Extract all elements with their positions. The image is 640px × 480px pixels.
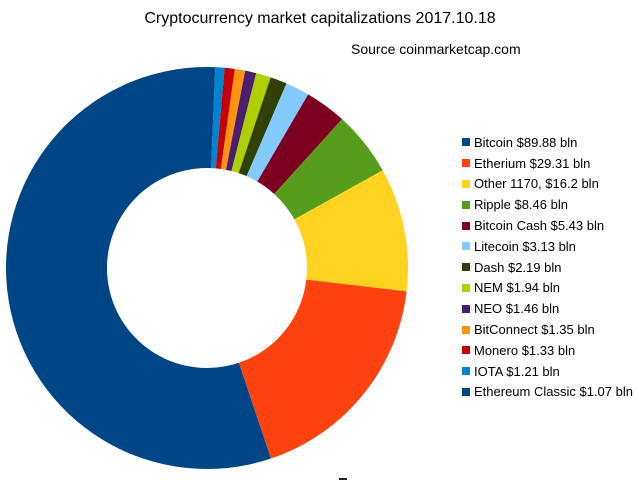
slice-ethereum-classic [207,67,216,169]
legend-label: Bitcoin $89.88 bln [474,134,578,150]
legend-label: IOTA $1.21 bln [474,363,560,379]
legend-label: Etherium $29.31 bln [474,155,591,171]
legend-item: Ethereum Classic $1.07 bln [462,382,633,403]
legend-swatch [462,325,470,334]
legend-item: Dash $2.19 bln [462,257,633,278]
legend-label: NEO $1.46 bln [474,301,560,317]
legend-swatch [462,179,470,188]
legend-item: BitConnect $1.35 bln [462,319,633,340]
slice-bitconnect [220,68,246,170]
legend-label: Other 1170, $16.2 bln [474,176,599,192]
legend-swatch [462,367,470,376]
legend-swatch [462,159,470,168]
legend-label: Ripple $8.46 bln [474,197,568,213]
slice-iota [211,67,225,169]
legend-label: Ethereum Classic $1.07 bln [474,384,633,400]
legend-swatch [462,138,470,147]
legend-item: Monero $1.33 bln [462,340,633,361]
slice-litecoin [246,83,309,182]
chart-title: Cryptocurrency market capitalizations 20… [144,10,496,27]
legend-item: IOTA $1.21 bln [462,361,633,382]
legend-item: NEM $1.94 bln [462,278,633,299]
slice-bitcoin [6,67,271,469]
legend-item: Litecoin $3.13 bln [462,236,633,257]
legend-label: NEM $1.94 bln [474,280,560,296]
chart-subtitle: Source coinmarketcap.com [351,41,521,57]
legend-label: BitConnect $1.35 bln [474,322,595,338]
slice-ripple [274,119,383,220]
legend-swatch [462,387,470,396]
legend-swatch [462,263,470,272]
slice-bitcoin-cash [257,94,343,194]
legend-label: Bitcoin Cash $5.43 bln [474,218,605,234]
legend-swatch [462,242,470,251]
legend-swatch [462,221,470,230]
legend-item: Ripple $8.46 bln [462,194,633,215]
slice-neo [226,70,257,172]
slice-monero [215,67,235,169]
legend-swatch [462,200,470,209]
legend-swatch [462,304,470,313]
slice-nem [231,73,271,174]
legend-swatch [462,283,470,292]
legend-swatch [462,346,470,355]
legend-item: Bitcoin Cash $5.43 bln [462,215,633,236]
legend-label: Litecoin $3.13 bln [474,238,576,254]
legend: Bitcoin $89.88 bln Etherium $29.31 bln Oth… [462,132,633,402]
legend-label: Dash $2.19 bln [474,259,562,275]
legend-item: Etherium $29.31 bln [462,153,633,174]
legend-label: Monero $1.33 bln [474,342,576,358]
slice-other-1170 [294,170,408,292]
legend-item: NEO $1.46 bln [462,298,633,319]
legend-item: Bitcoin $89.88 bln [462,132,633,153]
cut-off-mark [339,478,347,480]
legend-item: Other 1170, $16.2 bln [462,174,633,195]
slice-etherium [238,279,407,459]
slice-dash [238,77,287,177]
